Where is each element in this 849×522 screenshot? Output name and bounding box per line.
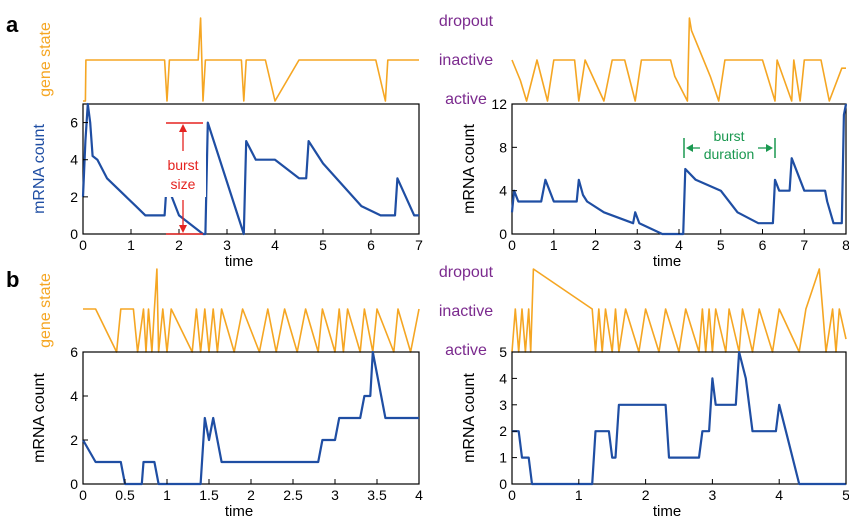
- gene-state-line-b-right: [511, 268, 847, 353]
- panel-letter-b: b: [6, 267, 19, 292]
- state-label-inactive-a: inactive: [439, 52, 493, 69]
- x-axis-label: time: [225, 503, 253, 520]
- x-tick-label: 1: [575, 487, 583, 503]
- x-axis-label: time: [653, 503, 681, 520]
- y-tick-label: 4: [499, 183, 507, 199]
- burst-size-label-line1: burst: [167, 157, 198, 173]
- x-tick-label: 3: [709, 487, 717, 503]
- x-tick-label: 7: [800, 237, 808, 253]
- y-tick-label: 1: [499, 450, 507, 466]
- burst-duration-annotation: burst duration: [683, 128, 776, 162]
- y-tick-label: 6: [70, 344, 78, 360]
- x-tick-label: 5: [319, 237, 327, 253]
- x-tick-label: 8: [842, 237, 849, 253]
- mrna-line-a-right: [510, 103, 848, 236]
- burst-size-label-line2: size: [171, 176, 196, 192]
- y-tick-label: 2: [499, 423, 507, 439]
- x-tick-label: 0: [508, 237, 516, 253]
- x-tick-label: 1: [127, 237, 135, 253]
- burst-duration-arrowhead-right: [766, 144, 773, 152]
- gene-state-line-b-left: [83, 268, 420, 353]
- x-tick-label: 0.5: [115, 487, 135, 503]
- x-tick-label: 5: [717, 237, 725, 253]
- state-label-dropout-b: dropout: [439, 264, 494, 281]
- y-tick-label: 0: [70, 226, 78, 242]
- burst-duration-arrowhead-left: [686, 144, 693, 152]
- y-tick-label: 12: [491, 96, 507, 112]
- x-tick-label: 3.5: [367, 487, 387, 503]
- x-tick-label: 3: [223, 237, 231, 253]
- mrna-line-b-left: [82, 350, 419, 486]
- x-tick-label: 3: [633, 237, 641, 253]
- y-tick-label: 0: [499, 476, 507, 492]
- x-axis-label: time: [225, 253, 253, 270]
- x-axis-label: time: [653, 253, 681, 270]
- y-axis-label: mRNA count: [31, 124, 48, 214]
- chart-a-left: 0 1 2 3 4 5 6 7 0 2 4 6 time mRNA count gene state: [31, 17, 423, 270]
- x-tick-label: 0: [508, 487, 516, 503]
- x-tick-label: 7: [415, 237, 423, 253]
- burst-size-arrowhead-down: [179, 225, 187, 233]
- gene-state-axis-label: gene state: [37, 22, 54, 97]
- x-tick-label: 1.5: [199, 487, 219, 503]
- x-tick-label: 4: [775, 487, 783, 503]
- y-tick-label: 0: [499, 226, 507, 242]
- x-tick-label: 3: [331, 487, 339, 503]
- gene-state-line-a-left: [83, 17, 419, 102]
- x-tick-label: 5: [842, 487, 849, 503]
- burst-size-annotation: burst size: [160, 122, 206, 235]
- x-tick-label: 2: [247, 487, 255, 503]
- mrna-line-a-left: [81, 102, 419, 236]
- state-label-inactive-b: inactive: [439, 303, 493, 320]
- axes-box-b-left: [82, 351, 420, 485]
- burst-size-arrowhead-up: [179, 124, 187, 132]
- x-tick-label: 2: [592, 237, 600, 253]
- burst-duration-label-line1: burst: [713, 128, 744, 144]
- x-tick-label: 6: [367, 237, 375, 253]
- y-axis-label: mRNA count: [31, 373, 48, 463]
- x-tick-label: 1: [550, 237, 558, 253]
- x-tick-label: 2: [175, 237, 183, 253]
- axes-box-a-left: [82, 103, 420, 235]
- x-tick-label: 2: [642, 487, 650, 503]
- panel-letter-a: a: [6, 12, 19, 37]
- x-tick-label: 4: [675, 237, 683, 253]
- x-tick-label: 0: [79, 487, 87, 503]
- gene-state-axis-label: gene state: [37, 273, 54, 348]
- gene-state-line-a-right: [511, 17, 846, 102]
- y-tick-label: 5: [499, 344, 507, 360]
- x-tick-label: 4: [415, 487, 423, 503]
- y-tick-label: 4: [499, 370, 507, 386]
- x-tick-label: 1: [163, 487, 171, 503]
- y-tick-label: 0: [70, 476, 78, 492]
- x-tick-label: 6: [759, 237, 767, 253]
- state-label-active-a: active: [445, 91, 487, 108]
- y-tick-label: 4: [70, 152, 78, 168]
- burst-duration-label-line2: duration: [704, 146, 755, 162]
- x-tick-label: 2.5: [283, 487, 303, 503]
- x-tick-label: 0: [79, 237, 87, 253]
- y-tick-label: 8: [499, 139, 507, 155]
- mrna-line-b-right: [512, 350, 846, 486]
- chart-b-left: 0 0.5 1 1.5 2 2.5 3 3.5 4 0 2 4 6 time mRNA count gene …: [31, 268, 423, 520]
- x-tick-label: 4: [271, 237, 279, 253]
- chart-b-right: 0 1 2 3 4 5 0 1 2 3 4 5 time mRNA count: [461, 268, 849, 520]
- state-label-active-b: active: [445, 342, 487, 359]
- y-tick-label: 3: [499, 397, 507, 413]
- y-axis-label: mRNA count: [461, 124, 478, 214]
- y-tick-label: 2: [70, 189, 78, 205]
- y-tick-label: 2: [70, 432, 78, 448]
- burst-size-label-bg: [160, 153, 206, 197]
- axes-box-b-right: [511, 351, 847, 485]
- state-label-dropout-a: dropout: [439, 13, 494, 30]
- y-tick-label: 6: [70, 115, 78, 131]
- y-axis-label: mRNA count: [461, 373, 478, 463]
- y-tick-label: 4: [70, 388, 78, 404]
